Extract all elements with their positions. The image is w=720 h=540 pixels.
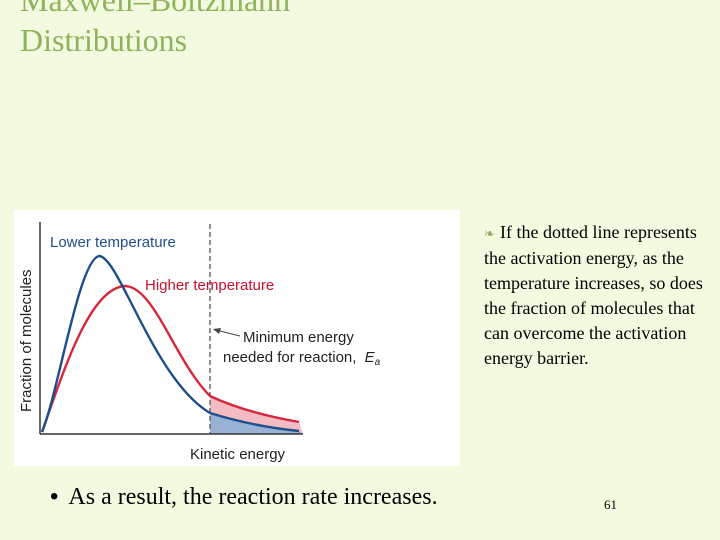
- right-bullet-text: If the dotted line represents the activa…: [484, 222, 703, 368]
- maxwell-boltzmann-figure: Lower temperature Higher temperature Min…: [14, 210, 460, 466]
- bottom-bullet: • As a result, the reaction rate increase…: [50, 479, 438, 515]
- title-line-2: Distributions: [20, 22, 188, 58]
- higher-temperature-curve: [40, 284, 300, 433]
- x-axis-label: Kinetic energy: [190, 446, 286, 463]
- bullet-icon: ❧: [484, 226, 495, 241]
- right-bullet: ❧ If the dotted line represents the activ…: [484, 220, 704, 371]
- distribution-plot: Lower temperature Higher temperature Min…: [18, 222, 381, 463]
- lower-temperature-label: Lower temperature: [50, 234, 176, 251]
- min-energy-label-line2: needed for reaction, Ea: [223, 349, 381, 368]
- bottom-bullet-text: As a result, the reaction rate increases…: [68, 484, 438, 510]
- higher-temperature-label: Higher temperature: [145, 277, 274, 294]
- y-axis-label: Fraction of molecules: [18, 269, 35, 412]
- bullet-dot-icon: •: [50, 483, 59, 510]
- page-number: 61: [604, 497, 617, 512]
- title-line-1: Maxwell–Boltzmann: [20, 0, 291, 18]
- arrow-head: [213, 328, 221, 334]
- slide-title: Maxwell–Boltzmann Distributions: [20, 0, 290, 60]
- lower-temperature-curve: [40, 254, 300, 433]
- min-energy-label-line1: Minimum energy: [243, 329, 354, 346]
